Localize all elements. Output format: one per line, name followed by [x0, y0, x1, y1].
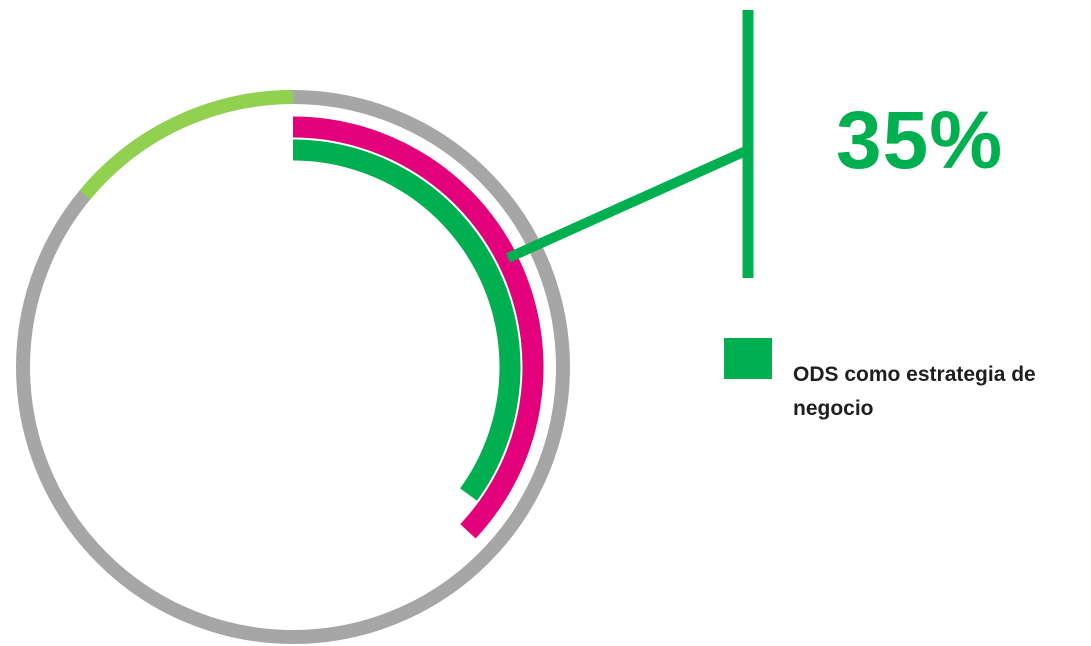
magenta-arc — [292, 116, 544, 539]
callout-leader-line — [505, 145, 751, 263]
value-arc-ods — [292, 139, 521, 501]
light-green-arc — [79, 90, 294, 200]
callout-value-label: 35% — [836, 95, 1004, 186]
legend-swatch — [724, 338, 772, 379]
legend: ODS como estrategia de negocio — [724, 338, 1091, 420]
legend-label: ODS como estrategia de negocio — [793, 363, 1036, 420]
